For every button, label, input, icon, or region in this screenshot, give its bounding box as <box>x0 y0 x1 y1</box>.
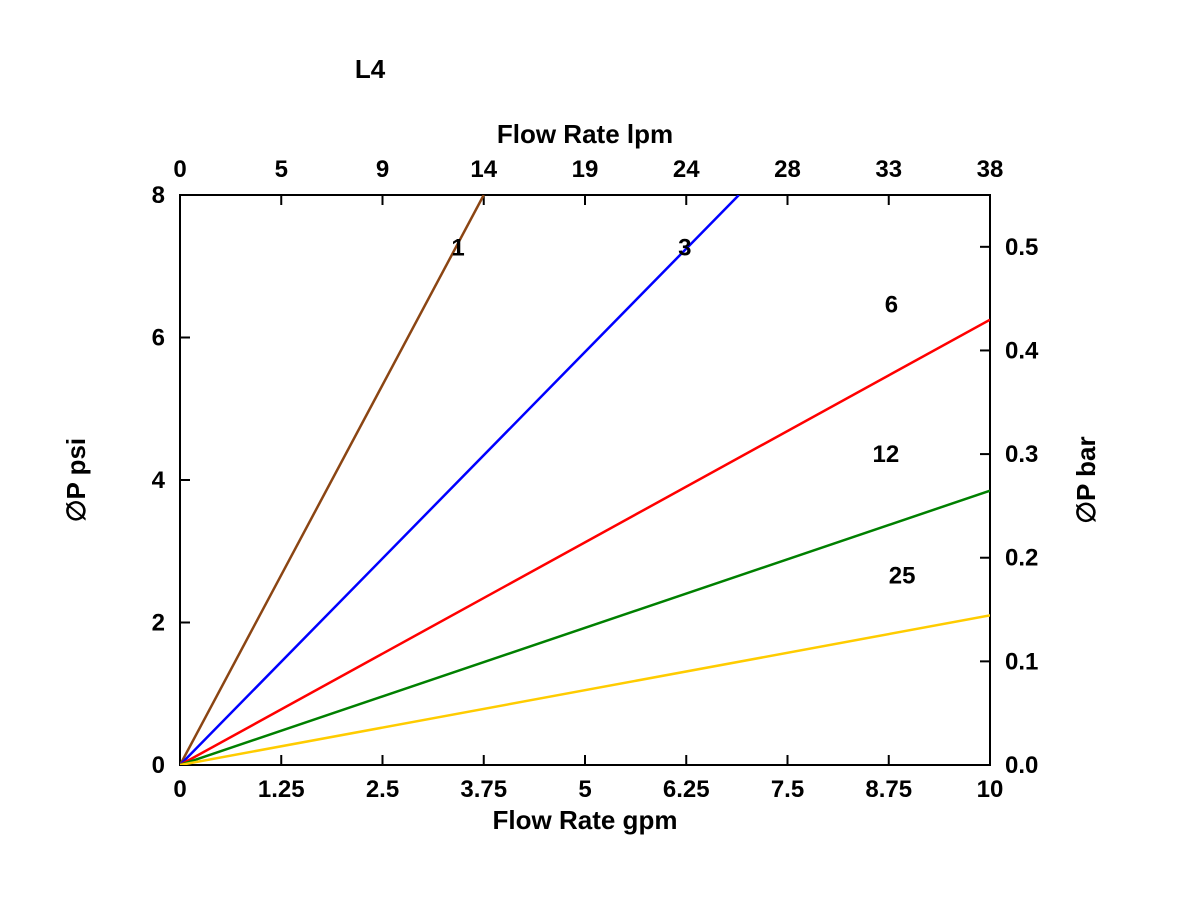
series-group <box>180 195 990 765</box>
x-bottom-tick-label: 3.75 <box>460 776 507 803</box>
series-label-25: 25 <box>889 562 916 589</box>
series-label-1: 1 <box>451 235 464 262</box>
x-top-tick-label: 24 <box>673 156 700 183</box>
y-right-title: ∅P bar <box>1071 436 1101 523</box>
x-top-tick-label: 0 <box>173 156 186 183</box>
y-right-tick-label: 0.3 <box>1005 441 1038 468</box>
x-bottom-tick-label: 0 <box>173 776 186 803</box>
plot-border <box>180 195 990 765</box>
y-left-tick-label: 2 <box>152 610 165 637</box>
x-bottom-tick-label: 8.75 <box>865 776 912 803</box>
y-right-tick-label: 0.2 <box>1005 545 1038 572</box>
y-right-tick-label: 0.0 <box>1005 752 1038 779</box>
series-25 <box>180 615 990 765</box>
x-top-tick-label: 19 <box>572 156 599 183</box>
x-top-title: Flow Rate lpm <box>497 119 673 149</box>
x-bottom-tick-label: 1.25 <box>258 776 305 803</box>
series-6 <box>180 320 990 765</box>
x-bottom-tick-label: 7.5 <box>771 776 804 803</box>
x-top-tick-label: 28 <box>774 156 801 183</box>
series-12 <box>180 491 990 765</box>
x-bottom-tick-label: 2.5 <box>366 776 399 803</box>
y-right-tick-label: 0.5 <box>1005 234 1038 261</box>
x-bottom-title: Flow Rate gpm <box>493 805 678 835</box>
y-right-tick-label: 0.1 <box>1005 648 1038 675</box>
y-left-tick-label: 0 <box>152 752 165 779</box>
y-left-tick-label: 6 <box>152 325 165 352</box>
series-label-3: 3 <box>678 235 691 262</box>
x-bottom-tick-label: 6.25 <box>663 776 710 803</box>
series-1 <box>180 195 484 765</box>
x-bottom-tick-label: 5 <box>578 776 591 803</box>
x-top-tick-label: 33 <box>875 156 902 183</box>
series-label-6: 6 <box>885 292 898 319</box>
y-left-title: ∅P psi <box>61 438 91 522</box>
flow-rate-chart: L401.252.53.7556.257.58.7510Flow Rate gp… <box>0 0 1192 902</box>
y-left-tick-label: 8 <box>152 182 165 209</box>
y-right-tick-label: 0.4 <box>1005 337 1039 364</box>
x-top-tick-label: 14 <box>470 156 497 183</box>
series-label-12: 12 <box>873 441 900 468</box>
series-3 <box>180 195 739 765</box>
chart-title: L4 <box>355 54 386 84</box>
x-bottom-tick-label: 10 <box>977 776 1004 803</box>
x-top-tick-label: 9 <box>376 156 389 183</box>
x-top-tick-label: 38 <box>977 156 1004 183</box>
x-top-tick-label: 5 <box>275 156 288 183</box>
y-left-tick-label: 4 <box>152 467 166 494</box>
chart-svg: L401.252.53.7556.257.58.7510Flow Rate gp… <box>0 0 1192 902</box>
